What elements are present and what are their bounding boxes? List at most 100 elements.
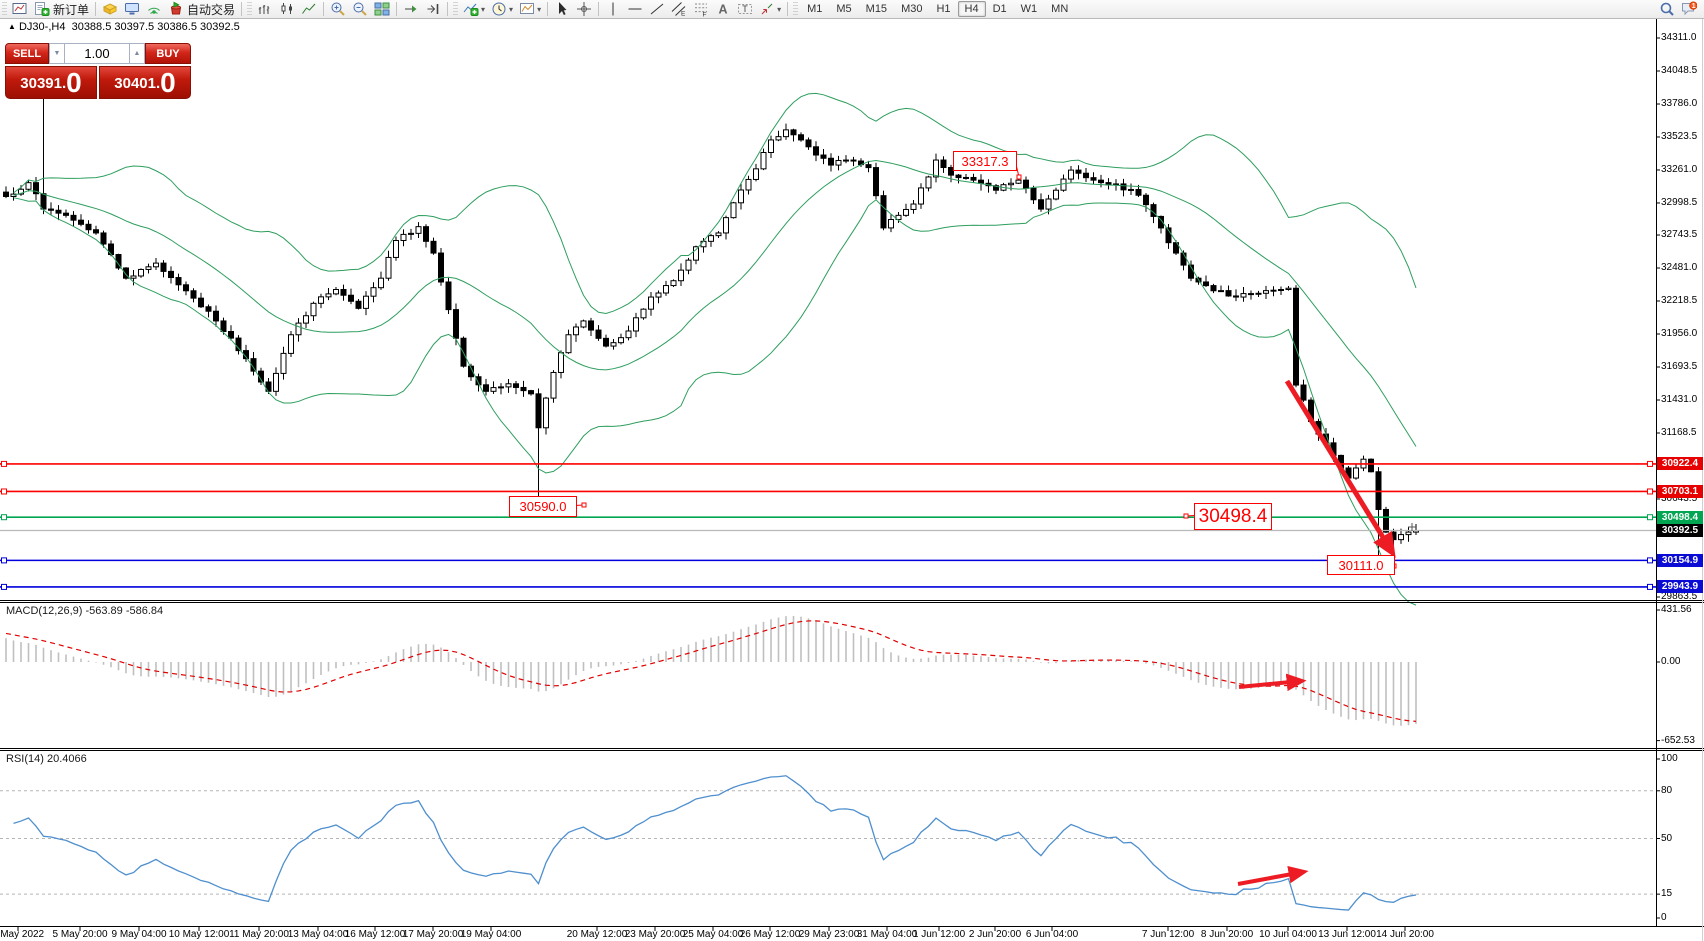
time-axis-label: 19 May 04:00 (460, 929, 522, 940)
timeframe-m1-button[interactable]: M1 (807, 3, 823, 15)
timeframe-m5-button[interactable]: M5 (836, 3, 852, 15)
vertical-line-button[interactable] (602, 1, 624, 17)
timeframe-m30-button[interactable]: M30 (901, 3, 923, 15)
chart-window-button[interactable] (9, 1, 31, 17)
templates-button[interactable]: ▾ (516, 1, 544, 17)
price-annotation-label[interactable]: 30498.4 (1194, 503, 1272, 530)
price-tick-label: 31431.0 (1661, 393, 1698, 405)
rsi-tick-label: 50 (1661, 832, 1673, 844)
zoom-out-button[interactable] (349, 1, 371, 17)
timeframe-h4-button[interactable]: H4 (957, 1, 986, 17)
new-order-button[interactable]: 新订单 (31, 1, 92, 17)
timeframe-mn-button[interactable]: MN (1051, 3, 1069, 15)
buy-button[interactable]: BUY (145, 43, 191, 64)
dropdown-caret-icon[interactable]: ▾ (777, 4, 782, 14)
rsi-arrow[interactable] (1237, 865, 1309, 886)
price-annotation-label[interactable]: 33317.3 (953, 151, 1017, 171)
time-axis-label: 5 May 20:00 (52, 929, 108, 940)
horizontal-line-30154.9[interactable] (0, 557, 1656, 564)
bar-chart-button[interactable] (254, 1, 276, 17)
price-line-badge: 30154.9 (1657, 553, 1703, 567)
chat-icon: 1 (1682, 1, 1697, 16)
price-tick-label: 33523.5 (1661, 130, 1698, 142)
buy-price-point: 0 (160, 67, 176, 98)
volume-decrease-button[interactable]: ▼ (49, 43, 65, 64)
periods-button[interactable]: ▾ (488, 1, 516, 17)
timeframe-h1-button[interactable]: H1 (936, 3, 951, 15)
sell-button[interactable]: SELL (5, 43, 49, 64)
toolbar-grip (2, 2, 7, 16)
price-tick-label: 30643.5 (1661, 492, 1698, 504)
cursor-button[interactable] (551, 1, 573, 17)
price-tick-label: 31956.0 (1661, 328, 1698, 339)
time-axis-label: 13 Jun 12:00 (1318, 929, 1376, 940)
algo-icon (170, 1, 182, 15)
horizontal-line-29943.9[interactable] (0, 583, 1656, 590)
tile-windows-button[interactable] (371, 1, 393, 17)
candlestick-chart-button[interactable] (276, 1, 298, 17)
time-axis-label: 2 Jun 20:00 (968, 929, 1022, 940)
rsi-tick-label: 100 (1661, 753, 1678, 764)
terminal-button[interactable] (121, 1, 143, 17)
horizontal-line-30498.4[interactable] (0, 514, 1656, 521)
horizontal-line-30922.4[interactable] (0, 460, 1656, 467)
timeframe-d1-button[interactable]: D1 (992, 3, 1007, 15)
terminal-icon (125, 3, 140, 15)
market-button[interactable] (99, 1, 121, 17)
timeframe-m15-button[interactable]: M15 (865, 3, 888, 15)
arrows-button[interactable]: ▾ (756, 1, 784, 17)
timeframe-w1-button[interactable]: W1 (1020, 3, 1038, 15)
horizontal-line-button[interactable] (624, 1, 646, 17)
trendline-button[interactable] (646, 1, 668, 17)
equidistant-channel-button[interactable]: E (668, 1, 690, 17)
macd-tick-label: 431.56 (1661, 604, 1692, 615)
text-button[interactable]: A (712, 1, 734, 17)
template-icon (520, 3, 535, 14)
volume-increase-button[interactable]: ▲ (129, 43, 145, 64)
volume-input[interactable]: 1.00 (65, 43, 129, 64)
dropdown-caret-icon[interactable]: ▾ (509, 4, 514, 14)
time-axis-label: 4 May 2022 (0, 929, 45, 940)
text-label-button[interactable]: T (734, 1, 756, 17)
auto-scroll-button[interactable] (400, 1, 422, 17)
svg-text:1: 1 (1692, 3, 1696, 10)
chat-button[interactable]: 1 (1678, 1, 1700, 17)
dropdown-caret-icon[interactable]: ▾ (481, 4, 486, 14)
signals-button[interactable] (143, 1, 165, 17)
dropdown-caret-icon[interactable]: ▾ (537, 4, 542, 14)
toolbar-separator (598, 2, 600, 16)
horizontal-line-30703.1[interactable] (0, 488, 1656, 495)
search-button[interactable] (1656, 1, 1678, 17)
toolbar-grip (793, 2, 799, 16)
chart-shift-button[interactable] (422, 1, 444, 17)
line-chart-button[interactable] (298, 1, 320, 17)
price-annotation-label[interactable]: 30111.0 (1327, 555, 1395, 575)
toolbar-separator (323, 2, 325, 16)
hline-icon (628, 8, 642, 10)
price-line-badge: 30703.1 (1657, 484, 1703, 498)
algo-trading-button[interactable]: 自动交易 (165, 1, 238, 17)
macd-histogram (5, 615, 1417, 726)
trend-arrow-main[interactable] (1284, 379, 1396, 558)
time-axis-label: 26 May 12:00 (739, 929, 801, 940)
buy-price-button[interactable]: 30401. 0 (99, 66, 191, 99)
sell-price-button[interactable]: 30391. 0 (5, 66, 97, 99)
price-annotation-label[interactable]: 30590.0 (509, 496, 577, 517)
fibonacci-button[interactable]: F (690, 1, 712, 17)
price-tick-label: 33786.0 (1661, 97, 1698, 109)
price-tick-label: 32743.5 (1661, 229, 1698, 241)
toolbar-separator (241, 2, 243, 16)
macd-arrow[interactable] (1238, 673, 1307, 692)
crosshair-button[interactable] (573, 1, 595, 17)
zoom-in-button[interactable] (327, 1, 349, 17)
time-axis-label: 14 Jun 20:00 (1376, 929, 1434, 940)
collapse-panel-icon[interactable]: ▲ (8, 22, 16, 31)
price-line-badge: 29943.9 (1657, 580, 1703, 594)
time-axis-label: 31 May 04:00 (856, 929, 918, 940)
chart-info-line[interactable]: ▲ DJ30-,H4 30388.5 30397.5 30386.5 30392… (8, 21, 240, 33)
price-tick-label: 31693.5 (1661, 360, 1698, 372)
indicators-button[interactable]: ▾ (460, 1, 488, 17)
rsi-line (13, 775, 1417, 911)
svg-text:E: E (681, 11, 686, 18)
